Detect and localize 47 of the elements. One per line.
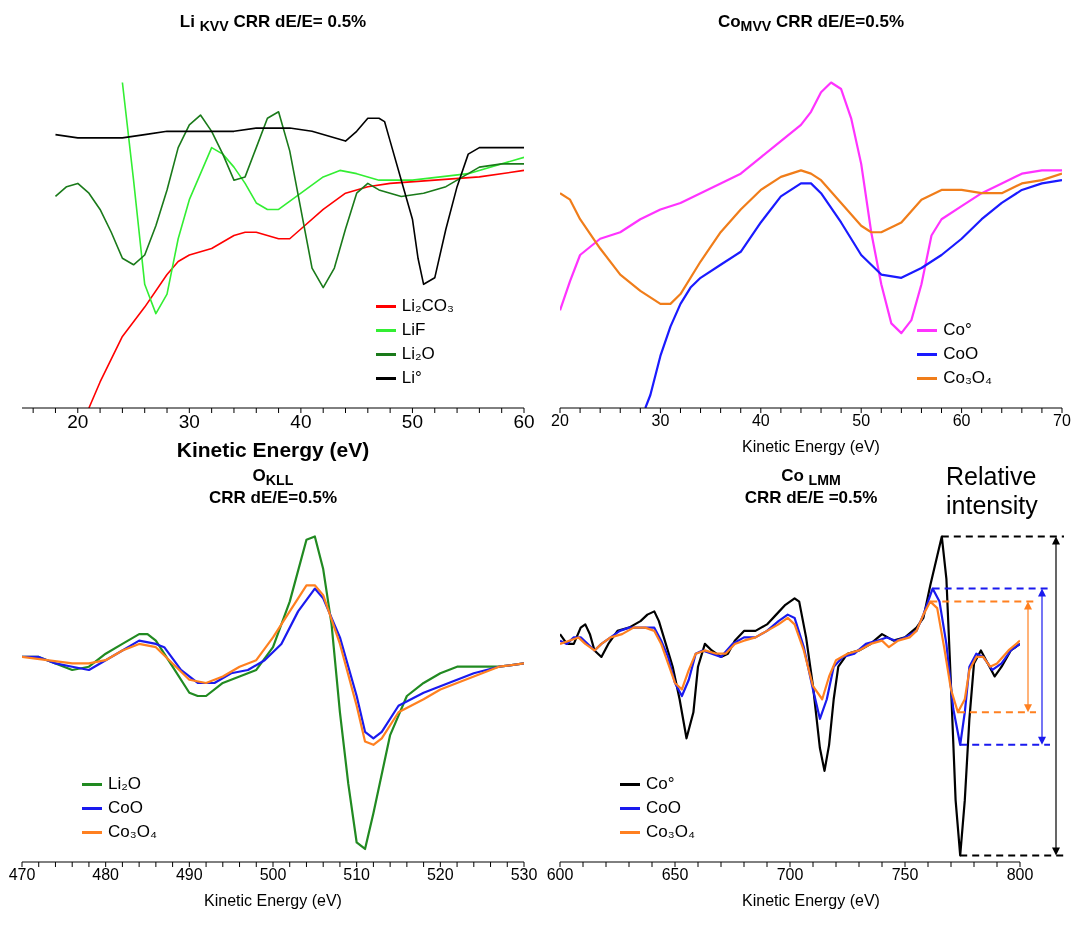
x-tick-label: 500 (259, 866, 287, 884)
x-axis-title: Kinetic Energy (eV) (741, 892, 881, 911)
x-tick-label: 40 (290, 411, 312, 433)
x-tick-label: 50 (852, 412, 871, 430)
x-tick-label: 40 (751, 412, 770, 430)
x-tick-label: 60 (952, 412, 971, 430)
x-axis-title: Kinetic Energy (eV) (741, 438, 881, 457)
x-axis-title: Kinetic Energy (eV) (175, 438, 371, 462)
chart-title: Co $_{LMM}$ (781, 466, 841, 489)
legend-label: Co₃O₄ (943, 367, 992, 389)
legend-label: CoO (108, 797, 143, 819)
legend-label: LiF (401, 319, 426, 341)
x-tick-label: 50 (401, 411, 424, 433)
legend-label: Li° (401, 367, 422, 389)
x-tick-label: 700 (776, 866, 804, 884)
chart-subtitle: CRR dE/E=0.5% (208, 488, 338, 509)
x-tick-label: 510 (343, 866, 371, 884)
text: Relative intensity (946, 462, 1039, 520)
x-tick-label: 530 (510, 866, 538, 884)
x-tick-label: 750 (891, 866, 919, 884)
chart-title: O$_{KLL}$ (251, 466, 295, 489)
x-tick-label: 30 (651, 412, 670, 430)
legend-label: Co° (943, 319, 972, 341)
legend-label: Li₂O (108, 773, 142, 795)
x-tick-label: 800 (1006, 866, 1034, 884)
legend-label: Li₂O (401, 343, 435, 365)
x-tick-label: 520 (426, 866, 454, 884)
legend-label: Co° (646, 773, 675, 795)
x-tick-label: 490 (175, 866, 203, 884)
x-axis-title: Kinetic Energy (eV) (203, 892, 343, 911)
x-tick-label: 480 (92, 866, 120, 884)
chart-title: Co$_{MVV}$ CRR dE/E=0.5% (716, 12, 906, 35)
legend-label: Co₃O₄ (646, 821, 695, 843)
x-tick-label: 20 (67, 411, 89, 433)
legend-label: CoO (646, 797, 681, 819)
chart-subtitle: CRR dE/E =0.5% (744, 488, 878, 508)
x-tick-label: 650 (661, 866, 689, 884)
x-tick-label: 60 (513, 411, 535, 433)
x-tick-label: 600 (546, 866, 574, 884)
x-tick-label: 30 (178, 411, 200, 433)
x-tick-label: 470 (8, 866, 36, 884)
legend-label: Co₃O₄ (108, 821, 157, 843)
legend-label: Li₂CO₃ (401, 295, 454, 317)
x-tick-label: 20 (551, 412, 569, 430)
legend-label: CoO (943, 343, 979, 365)
x-tick-label: 70 (1053, 412, 1071, 430)
chart-title: Li $_{KVV}$ CRR dE/E= 0.5% (178, 12, 368, 35)
